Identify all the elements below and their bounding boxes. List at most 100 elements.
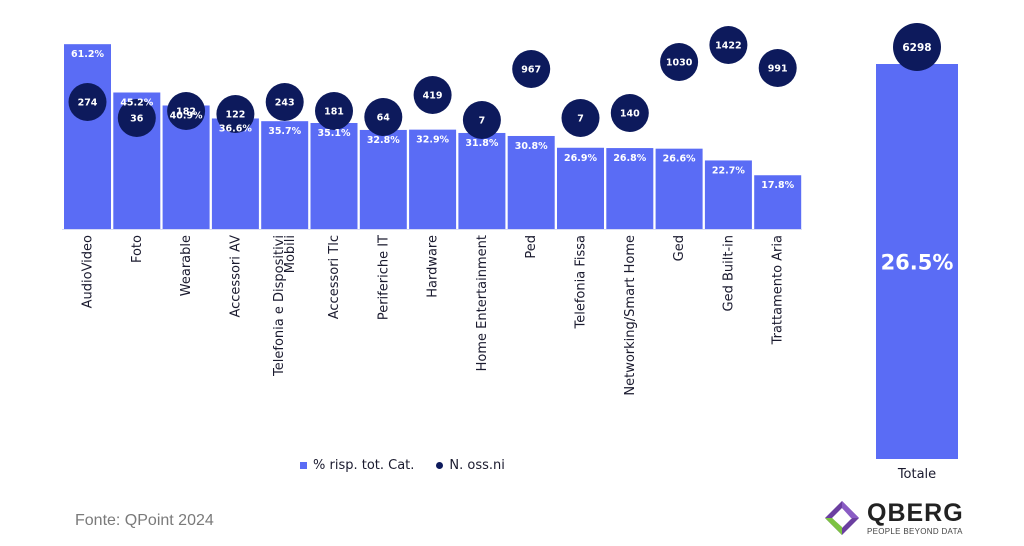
- observation-label: 419: [423, 91, 443, 102]
- observation-circle: [709, 26, 748, 64]
- bar-value-label: 40.9%: [170, 110, 203, 121]
- observation-label: 967: [521, 65, 541, 76]
- category-label-line: Ped: [524, 235, 539, 259]
- observation-label: 243: [275, 98, 295, 109]
- observation-circle: [610, 94, 649, 132]
- category-label: Ged Built-in: [721, 235, 736, 311]
- category-label-line: Telefonia e Dispositivi: [272, 235, 287, 377]
- category-label-line: Accessori Tlc: [327, 235, 342, 319]
- bar: [359, 129, 407, 229]
- category-label: Networking/Smart Home: [623, 235, 638, 396]
- bar-value-label: 32.9%: [416, 135, 449, 146]
- category-label: Foto: [130, 235, 145, 263]
- category-label-line: Accessori AV: [228, 235, 243, 318]
- observation-label: 7: [479, 116, 486, 127]
- bar: [754, 175, 802, 229]
- legend: % risp. tot. Cat. N. oss.ni: [300, 458, 505, 473]
- observation-label: 1422: [715, 41, 741, 52]
- category-label: Trattamento Aria: [771, 235, 786, 345]
- category-label: Periferiche IT: [376, 235, 391, 320]
- total-bar: [876, 64, 958, 459]
- legend-label-percentage: % risp. tot. Cat.: [313, 458, 415, 473]
- observation-circle: [413, 76, 452, 114]
- observation-circle: [68, 83, 107, 121]
- observation-circle: [462, 101, 501, 139]
- bar-value-label: 17.8%: [761, 180, 794, 191]
- category-label: AudioVideo: [81, 235, 96, 308]
- bar: [409, 129, 457, 229]
- qberg-logo: QBERG PEOPLE BEYOND DATA: [823, 499, 964, 537]
- observation-label: 122: [225, 110, 245, 121]
- observation-circle: [265, 83, 304, 121]
- category-label: Accessori Tlc: [327, 235, 342, 319]
- category-label-line: Ged Built-in: [721, 235, 736, 311]
- source-note: Fonte: QPoint 2024: [75, 512, 214, 529]
- bar-value-label: 35.1%: [318, 128, 351, 139]
- legend-item-observations: N. oss.ni: [436, 458, 505, 473]
- total-observation-label: 6298: [902, 42, 931, 54]
- bar-value-label: 35.7%: [268, 126, 301, 137]
- bar: [458, 132, 506, 229]
- legend-swatch-bar: [300, 462, 307, 469]
- observation-label: 274: [78, 98, 98, 109]
- category-label: Wearable: [179, 235, 194, 296]
- observation-label: 181: [324, 107, 344, 118]
- bar: [557, 147, 604, 229]
- category-label-line: Foto: [130, 235, 145, 263]
- observation-label: 64: [377, 113, 391, 124]
- bar-value-label: 22.7%: [712, 165, 745, 176]
- observation-label: 182: [176, 107, 196, 118]
- bar: [507, 135, 555, 229]
- bar-value-label: 26.9%: [564, 153, 597, 164]
- total-category-label: Totale: [897, 467, 936, 482]
- bar-value-label: 36.6%: [219, 123, 252, 134]
- legend-label-observations: N. oss.ni: [449, 458, 505, 473]
- legend-swatch-dot: [436, 462, 444, 469]
- category-label-line: Periferiche IT: [376, 235, 391, 320]
- observation-circle: [512, 50, 551, 88]
- bar-value-label: 30.8%: [515, 141, 548, 152]
- observation-label: 140: [620, 109, 640, 120]
- observation-circle: [758, 49, 797, 87]
- category-label-line: Networking/Smart Home: [623, 235, 638, 396]
- bar-value-label: 61.2%: [71, 49, 104, 60]
- category-label-line: Mobili: [283, 235, 298, 273]
- category-label: Ged: [672, 235, 687, 261]
- observation-circle: [660, 43, 699, 81]
- total-observation-circle: [893, 23, 941, 71]
- observation-circle: [315, 92, 353, 130]
- observation-label: 36: [130, 114, 144, 125]
- category-label: Telefonia Fissa: [574, 235, 589, 329]
- qberg-logo-mark-icon: [825, 501, 859, 535]
- observation-label: 1030: [666, 58, 693, 69]
- bar: [64, 44, 111, 230]
- bar-value-label: 45.2%: [120, 97, 153, 108]
- logo-tagline: PEOPLE BEYOND DATA: [867, 526, 963, 536]
- category-label-line: AudioVideo: [81, 235, 96, 308]
- observation-circle: [117, 99, 156, 137]
- bar: [655, 148, 703, 229]
- bar: [310, 122, 358, 229]
- category-label: Accessori AV: [228, 235, 243, 318]
- category-label: Hardware: [426, 235, 441, 298]
- category-label: Ped: [524, 235, 539, 259]
- category-label-line: Wearable: [179, 235, 194, 296]
- bar-value-label: 26.6%: [663, 154, 696, 165]
- category-label-line: Trattamento Aria: [771, 235, 786, 345]
- bar-value-label: 31.8%: [465, 138, 498, 149]
- bar: [606, 148, 654, 229]
- observation-label: 7: [577, 114, 584, 125]
- bar-value-label: 32.8%: [367, 135, 400, 146]
- category-label-line: Home Entertainment: [475, 235, 490, 371]
- observation-label: 991: [768, 64, 788, 75]
- observation-circle: [216, 95, 255, 133]
- bar: [211, 118, 259, 229]
- bar: [261, 121, 309, 229]
- category-label-line: Telefonia Fissa: [574, 235, 589, 329]
- legend-item-percentage: % risp. tot. Cat.: [300, 458, 414, 473]
- category-label: Home Entertainment: [475, 235, 490, 371]
- bar-value-label: 26.8%: [613, 153, 646, 164]
- category-label-line: Ged: [672, 235, 687, 261]
